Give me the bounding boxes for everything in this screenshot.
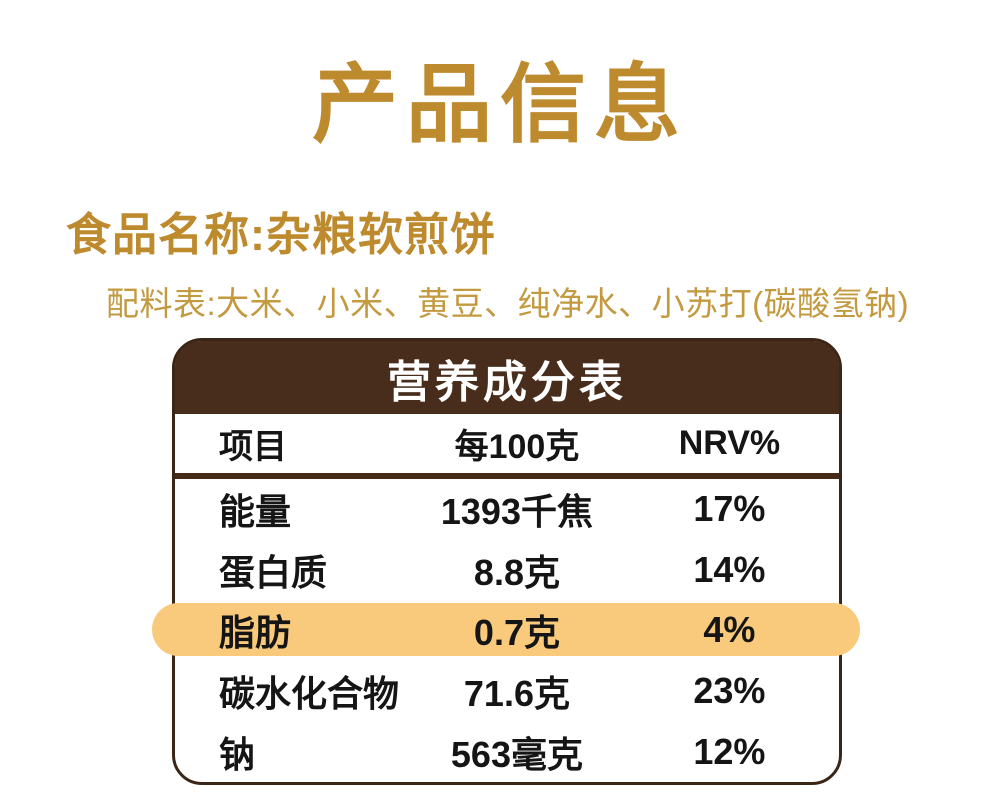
- nutrient-nrv: 12%: [693, 730, 766, 772]
- highlight-pill: [152, 603, 860, 656]
- nutrition-table-header-row: 项目 每100克 NRV%: [175, 414, 839, 479]
- nutrition-row: 蛋白质 8.8克 14%: [175, 540, 839, 601]
- nutrition-row: 碳水化合物 71.6克 23%: [175, 661, 839, 722]
- column-header-per100g: 每100克: [454, 428, 580, 466]
- column-header-item: 项目: [219, 428, 287, 466]
- column-header-nrv: NRV%: [678, 424, 781, 462]
- nutrient-name: 碳水化合物: [219, 673, 400, 715]
- nutrient-value: 71.6克: [463, 673, 570, 715]
- nutrition-row: 能量 1393千焦 17%: [175, 479, 839, 540]
- nutrient-value: 0.7克: [473, 612, 560, 654]
- nutrient-nrv: 4%: [703, 609, 756, 651]
- nutrition-table-body: 能量 1393千焦 17% 蛋白质 8.8克 14% 脂肪 0.7克 4% 碳水…: [152, 479, 860, 782]
- nutrient-name: 钠: [219, 733, 256, 775]
- nutrient-nrv: 17%: [693, 488, 766, 530]
- nutrition-table-title: 营养成分表: [175, 341, 839, 414]
- ingredients-line: 配料表:大米、小米、黄豆、纯净水、小苏打(碳酸氢钠): [106, 285, 910, 322]
- food-name-line: 食品名称:杂粮软煎饼: [66, 209, 496, 260]
- nutrition-row: 脂肪 0.7克 4%: [152, 600, 860, 661]
- nutrient-value: 563毫克: [450, 733, 583, 775]
- nutrition-row: 钠 563毫克 12%: [175, 721, 839, 782]
- nutrient-nrv: 14%: [693, 548, 766, 590]
- nutrient-nrv: 23%: [693, 670, 766, 712]
- nutrition-table: 营养成分表 项目 每100克 NRV% 能量 1393千焦 17% 蛋白质 8.…: [152, 338, 860, 785]
- page-title: 产品信息: [312, 57, 688, 153]
- nutrient-value: 1393千焦: [440, 491, 593, 533]
- nutrient-name: 能量: [219, 491, 292, 533]
- nutrient-name: 脂肪: [219, 612, 292, 654]
- nutrient-name: 蛋白质: [219, 551, 328, 593]
- nutrient-value: 8.8克: [473, 551, 560, 593]
